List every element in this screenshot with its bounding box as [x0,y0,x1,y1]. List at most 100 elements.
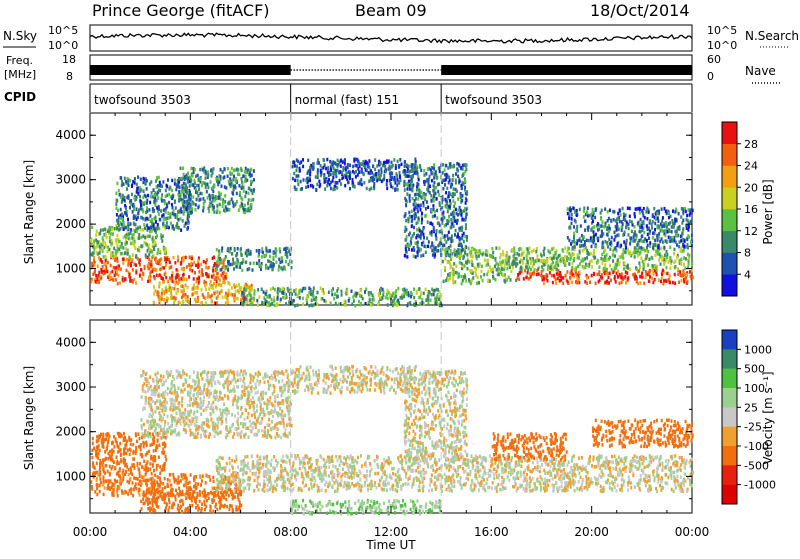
power-cell [191,269,193,273]
power-cell [243,186,245,190]
power-cell [460,196,462,200]
power-cell [606,258,608,262]
power-cell [140,200,142,204]
power-cell [486,263,488,267]
power-cell [654,228,656,232]
power-cell [178,278,180,282]
power-cell [411,168,413,172]
power-cell [405,219,407,223]
power-cell [237,247,239,251]
power-cell [407,187,409,191]
power-cell [292,165,294,169]
power-cell [614,231,616,235]
power-cell [660,223,662,227]
power-cell [195,203,197,207]
power-cell [228,180,230,184]
power-cell [553,274,555,278]
power-cell [429,291,431,295]
power-cell [273,296,275,300]
power-cell [122,194,124,198]
power-cell [455,265,457,269]
power-cell [249,303,251,307]
power-cell [149,279,151,283]
power-cell [556,261,558,265]
power-cell [417,210,419,214]
power-cell [417,204,419,208]
power-cell [387,303,389,307]
power-cell [513,246,515,250]
power-cell [370,187,372,191]
power-cell [411,225,413,229]
power-cell [241,203,243,207]
power-cell [579,244,581,248]
power-cell [505,258,507,262]
power-cell [145,242,147,246]
power-cell [442,163,444,167]
velocity-cell [165,458,167,462]
power-cell [456,212,458,216]
power-cell [293,299,295,303]
power-cell [452,192,454,196]
power-cell [603,258,605,262]
power-cell [104,228,106,232]
power-cell [621,220,623,224]
power-cell [526,255,528,259]
power-cell [385,170,387,174]
power-cell [394,178,396,182]
power-cell [556,257,558,261]
power-cell [600,257,602,261]
power-cell [156,227,158,231]
power-cell [635,275,637,279]
velocity-cell [105,480,107,484]
power-cell [662,216,664,220]
power-cell [434,214,436,218]
power-cell [220,274,222,278]
power-cell [513,256,515,260]
power-cell [295,292,297,296]
power-cell [174,283,176,287]
power-cell [658,210,660,214]
power-cell [483,273,485,277]
power-cell [296,169,298,173]
power-cell [155,216,157,220]
power-cell [294,186,296,190]
power-cell [134,247,136,251]
power-cell [606,241,608,245]
power-cell [118,240,120,244]
power-cell [164,250,166,254]
power-cell [452,281,454,285]
power-cell [225,275,227,279]
velocity-cell [129,453,131,457]
power-cell [460,192,462,196]
power-cell [580,224,582,228]
power-cell [658,258,660,262]
power-cell [613,238,615,242]
power-cell [608,257,610,261]
power-cell [150,270,152,274]
power-cell [270,288,272,292]
power-cell [584,240,586,244]
power-cell [213,206,215,210]
power-cell [95,280,97,284]
power-cell [462,174,464,178]
velocity-cell [109,473,111,477]
velocity-cell [96,462,98,466]
power-cell [636,234,638,238]
power-cell [410,237,412,241]
power-cell [222,198,224,202]
velocity-cell [149,444,151,448]
power-cell [451,252,453,256]
power-cell [211,275,213,279]
power-cell [116,234,118,238]
freq-tick-bottom: 8 [66,70,73,83]
power-cell [227,167,229,171]
power-cell [317,171,319,175]
power-cell [160,267,162,271]
power-cell [336,294,338,298]
power-cell [133,223,135,227]
power-cell [572,206,574,210]
power-cell [651,268,653,272]
power-cell [117,247,119,251]
power-cell [98,256,100,260]
power-cell [243,189,245,193]
